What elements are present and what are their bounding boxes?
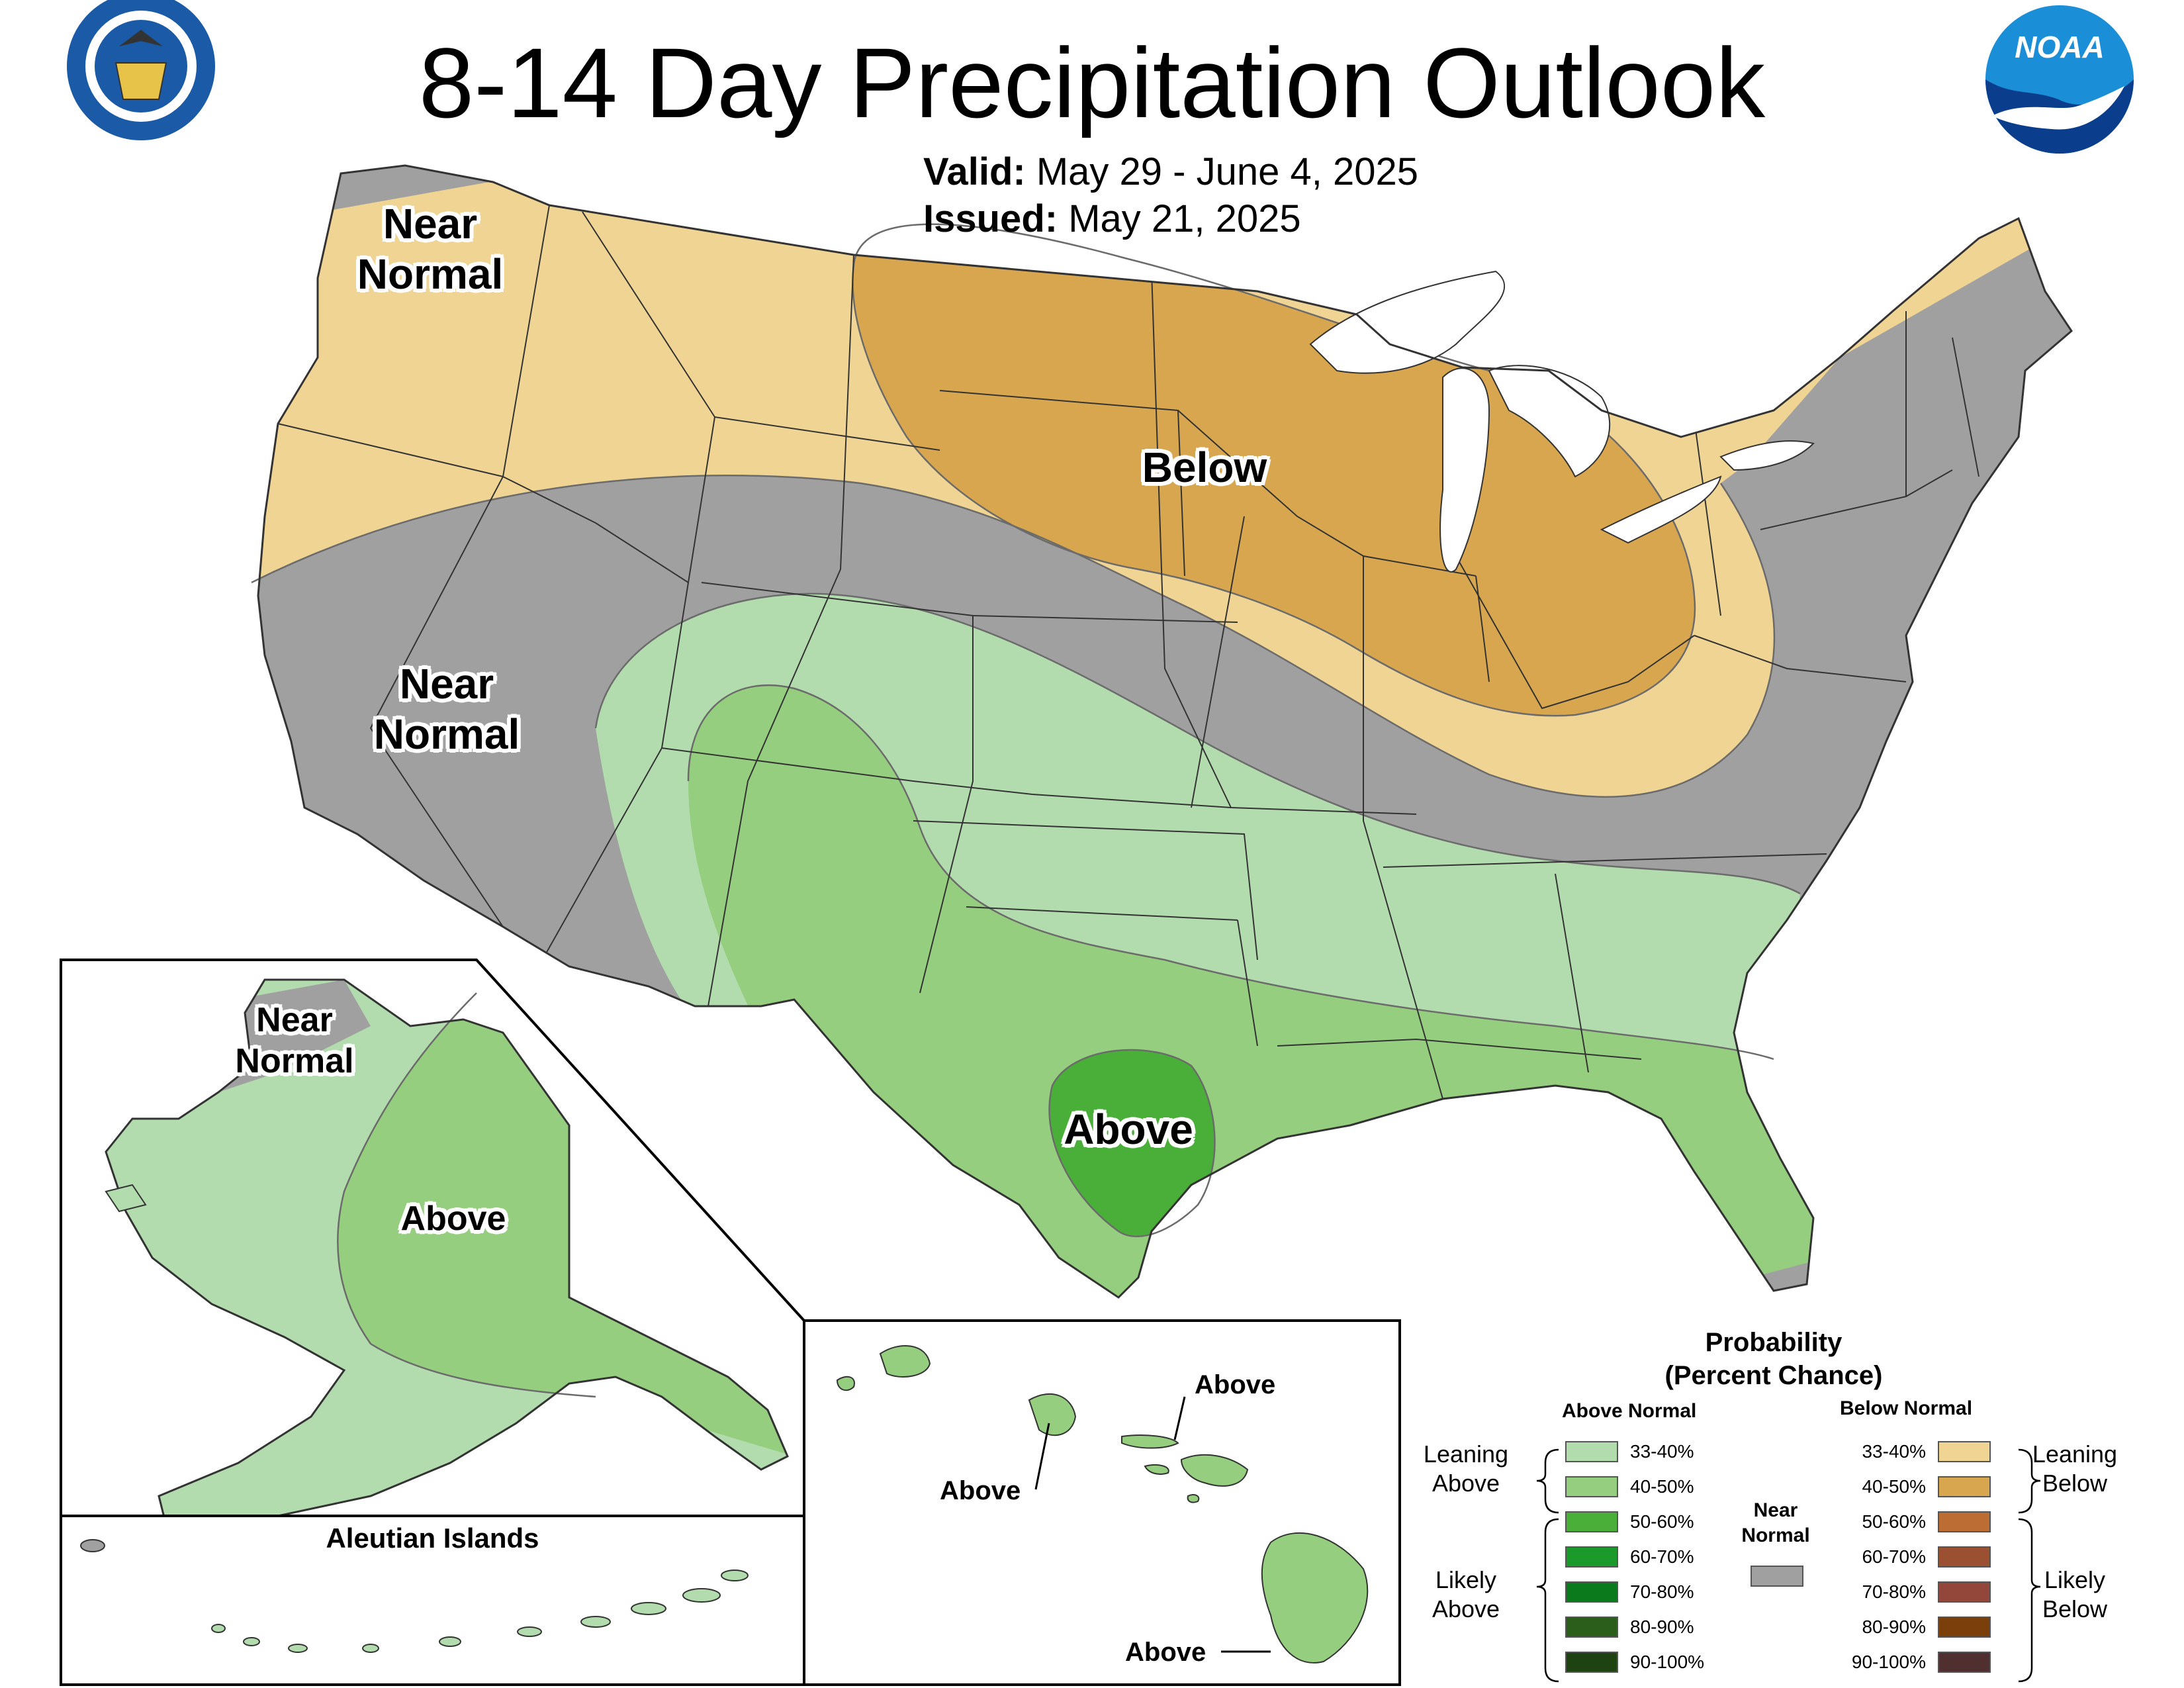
- label-texas: Above: [1064, 1105, 1193, 1153]
- above-swatch: [1565, 1652, 1618, 1673]
- label-hawaii-big-island: Above: [1125, 1638, 1206, 1667]
- above-bin-row: 60-70%: [1565, 1546, 1737, 1568]
- below-swatch: [1938, 1441, 1991, 1462]
- below-bin-row: 80-90%: [1846, 1617, 2019, 1638]
- below-bin-label: 50-60%: [1862, 1511, 1926, 1532]
- below-swatch: [1938, 1476, 1991, 1497]
- below-bin-label: 70-80%: [1862, 1581, 1926, 1602]
- above-swatch: [1565, 1511, 1618, 1532]
- below-swatch: [1938, 1652, 1991, 1673]
- above-50-60-area: [1049, 1050, 1215, 1237]
- issued-value: May 21, 2025: [1068, 197, 1301, 240]
- leaning-below-label: Leaning Below: [2032, 1440, 2118, 1497]
- above-bin-row: 70-80%: [1565, 1581, 1737, 1603]
- valid-label: Valid:: [923, 150, 1026, 193]
- above-bin-label: 33-40%: [1630, 1441, 1694, 1462]
- label-alaska-north: Near Normal: [235, 1001, 354, 1080]
- above-bin-label: 50-60%: [1630, 1511, 1694, 1532]
- noaa-logo-icon: [1985, 5, 2134, 154]
- shading-contours: [251, 223, 1801, 1237]
- alaska-inset: [60, 959, 805, 1686]
- below-bin-row: 33-40%: [1846, 1441, 2019, 1462]
- label-alaska: Above: [400, 1199, 506, 1238]
- below-bin-row: 60-70%: [1846, 1546, 2019, 1568]
- above-bin-label: 80-90%: [1630, 1617, 1694, 1637]
- below-bin-row: 70-80%: [1846, 1581, 2019, 1603]
- below-bin-label: 40-50%: [1862, 1476, 1926, 1497]
- above-bin-row: 50-60%: [1565, 1511, 1737, 1532]
- below-normal-header: Below Normal: [1840, 1397, 1973, 1419]
- likely-below-label: Likely Below: [2042, 1566, 2108, 1622]
- label-west: Near Normal: [373, 660, 520, 758]
- legend: Probability (Percent Chance) Above Norma…: [1416, 1321, 2171, 1685]
- below-bin-row: 50-60%: [1846, 1511, 2019, 1532]
- above-swatch: [1565, 1581, 1618, 1603]
- above-bin-label: 60-70%: [1630, 1546, 1694, 1567]
- page-title: 8-14 Day Precipitation Outlook: [418, 27, 1766, 138]
- below-bin-row: 40-50%: [1846, 1476, 2019, 1497]
- legend-title: Probability (Percent Chance): [1664, 1328, 1883, 1390]
- above-normal-header: Above Normal: [1562, 1400, 1697, 1422]
- conus-outline: [257, 164, 2073, 1299]
- issued-label: Issued:: [923, 197, 1058, 240]
- above-swatch: [1565, 1441, 1618, 1462]
- hawaii-inset: [803, 1319, 1401, 1686]
- commerce-seal-icon: [67, 0, 215, 140]
- above-swatch: [1565, 1546, 1618, 1568]
- state-boundaries: [277, 205, 1979, 1100]
- above-bin-label: 40-50%: [1630, 1476, 1694, 1497]
- near-normal-label: Near Normal: [1741, 1499, 1810, 1546]
- below-bin-label: 90-100%: [1851, 1652, 1926, 1672]
- below-swatch: [1938, 1511, 1991, 1532]
- above-bin-label: 70-80%: [1630, 1581, 1694, 1602]
- below-swatch: [1938, 1617, 1991, 1638]
- above-bin-row: 80-90%: [1565, 1617, 1737, 1638]
- above-bin-label: 90-100%: [1630, 1652, 1705, 1672]
- above-swatch: [1565, 1476, 1618, 1497]
- below-bin-row: 90-100%: [1846, 1652, 2019, 1673]
- below-bin-label: 60-70%: [1862, 1546, 1926, 1567]
- aleutian-islands-title: Aleutian Islands: [326, 1523, 539, 1554]
- above-bin-row: 40-50%: [1565, 1476, 1737, 1497]
- valid-value: May 29 - June 4, 2025: [1036, 150, 1418, 193]
- above-bin-row: 33-40%: [1565, 1441, 1737, 1462]
- legend-braces: [1536, 1448, 2041, 1683]
- below-40-50-area: [852, 224, 1695, 716]
- above-bin-row: 90-100%: [1565, 1652, 1737, 1673]
- below-swatch: [1938, 1581, 1991, 1603]
- above-swatch: [1565, 1617, 1618, 1638]
- noaa-logo-text: NOAA: [2015, 30, 2105, 64]
- likely-above-label: Likely Above: [1432, 1566, 1500, 1622]
- issued-date: Issued: May 21, 2025: [923, 196, 1301, 242]
- label-hawaii-maui: Above: [1195, 1370, 1276, 1399]
- aleutian-islands: [80, 1539, 749, 1653]
- leaning-above-label: Leaning Above: [1423, 1440, 1509, 1497]
- label-pacific-nw: Near Normal: [357, 200, 504, 298]
- below-bin-label: 80-90%: [1862, 1617, 1926, 1637]
- below-swatch: [1938, 1546, 1991, 1568]
- near-normal-swatch: [1751, 1566, 1803, 1587]
- label-north-central: Below: [1142, 444, 1267, 491]
- below-bin-label: 33-40%: [1862, 1441, 1926, 1462]
- label-hawaii-oahu: Above: [940, 1476, 1021, 1505]
- valid-dates: Valid: May 29 - June 4, 2025: [923, 149, 1418, 195]
